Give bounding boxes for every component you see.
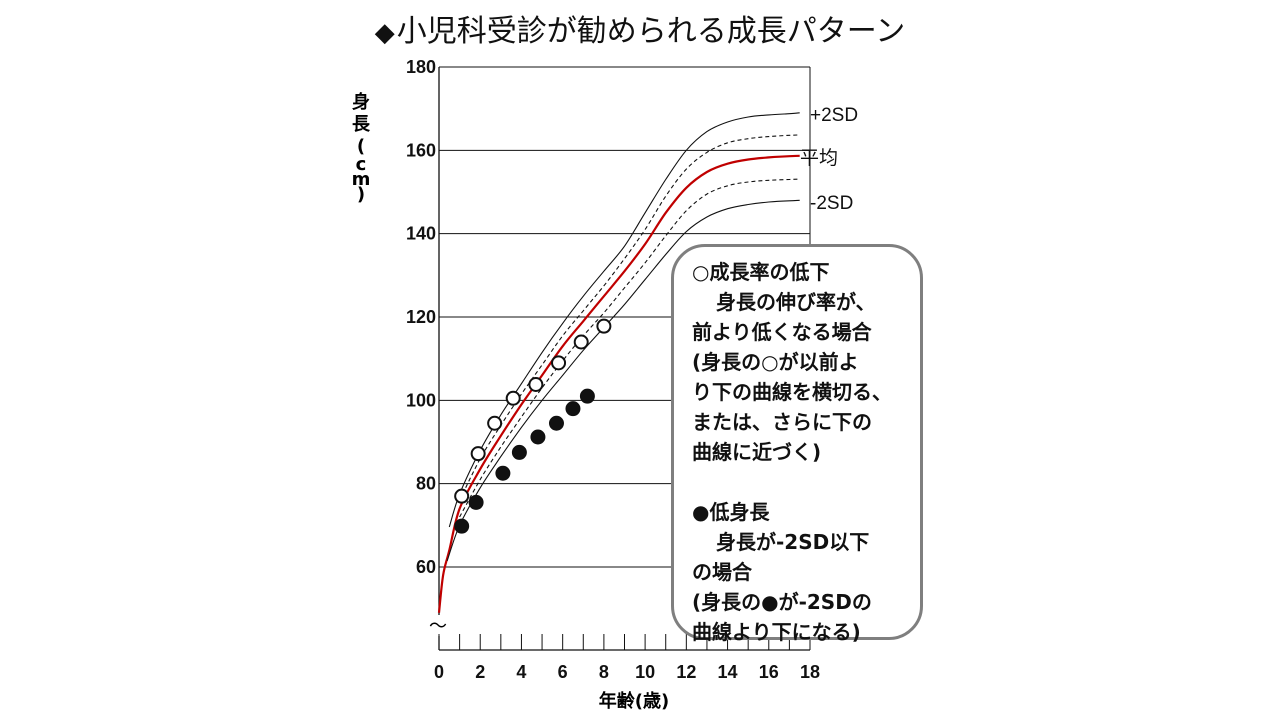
diamond-icon: ◆	[374, 18, 395, 48]
open-point	[470, 446, 486, 462]
x-tick-label: 18	[800, 662, 820, 682]
page-title-text: 小児科受診が勧められる成長パターン	[396, 14, 906, 49]
axis-break-symbol: ～	[429, 616, 447, 637]
filled-point	[495, 465, 511, 481]
y-tick-label: 60	[416, 557, 436, 577]
y-axis-label-char: (	[357, 136, 365, 157]
callout-line: り下の曲線を横切る、	[692, 380, 892, 404]
open-point	[528, 377, 544, 392]
open-point	[573, 334, 589, 350]
series-label: 平均	[800, 147, 838, 169]
callout-line: 曲線に近づく)	[692, 440, 822, 464]
filled-point	[530, 429, 546, 445]
y-tick-label: 80	[416, 474, 436, 494]
curve-plus-2sd	[448, 112, 800, 528]
callout-line: または、さらに下の	[692, 410, 872, 434]
y-axis-label: 身長(c m)	[352, 91, 371, 205]
open-point	[505, 390, 521, 406]
filled-point	[548, 415, 564, 431]
series-labels: +2SD 平均 -2SD	[800, 105, 858, 214]
y-axis-label-char: 長	[352, 114, 371, 135]
series-label: -2SD	[810, 193, 853, 214]
y-axis-label-char: m	[352, 169, 371, 190]
callout-line: 前より低くなる場合	[692, 320, 872, 344]
x-tick-label: 0	[434, 662, 444, 682]
x-tick-label: 2	[475, 662, 485, 682]
explanation-callout: ○成長率の低下 身長の伸び率が、 前より低くなる場合 (身長の○が以前よ り下の…	[671, 244, 923, 644]
callout-line: の場合	[692, 560, 752, 584]
filled-point	[565, 401, 581, 417]
y-tick-label: 140	[406, 224, 436, 244]
y-tick-label: 180	[406, 57, 436, 77]
callout-line: 曲線より下になる)	[692, 620, 861, 644]
y-tick-label: 120	[406, 307, 436, 327]
curve-minus-2sd	[446, 199, 800, 561]
open-point	[596, 318, 612, 334]
x-tick-label: 8	[599, 662, 609, 682]
callout-line: (身長の○が以前よ	[692, 350, 859, 374]
callout-line: 身長が-2SD以下	[716, 530, 870, 554]
callout-line: 身長の伸び率が、	[716, 290, 876, 314]
page-title: ◆小児科受診が勧められる成長パターン	[0, 6, 1280, 50]
filled-point	[579, 388, 595, 404]
y-axis-label-char: c	[356, 154, 367, 175]
open-point	[487, 415, 503, 431]
y-tick-label: 100	[406, 390, 436, 410]
callout-spacer	[692, 467, 920, 497]
x-tick-label: 4	[516, 662, 526, 682]
x-tick-label: 16	[759, 662, 779, 682]
tick-labels: 60 80 100 120 140 160 180 0 2 4 6 8 10 12 14 16 18	[406, 57, 820, 682]
series-label: +2SD	[810, 105, 858, 126]
open-point	[551, 355, 567, 371]
measurement-points	[454, 318, 612, 534]
open-point	[454, 488, 470, 504]
x-tick-label: 10	[635, 662, 655, 682]
filled-point	[454, 518, 470, 534]
y-axis-label-char: )	[357, 184, 365, 205]
x-tick-label: 12	[676, 662, 696, 682]
callout-line: (身長の●が-2SDの	[692, 590, 872, 614]
callout-heading-low-growth: ○成長率の低下	[692, 260, 830, 284]
y-tick-label: 160	[406, 140, 436, 160]
x-tick-label: 14	[718, 662, 738, 682]
x-axis-label: 年齢(歳)	[599, 690, 669, 712]
callout-heading-short-stature: ●低身長	[692, 500, 770, 524]
filled-point	[511, 444, 527, 460]
x-tick-label: 6	[558, 662, 568, 682]
y-axis-label-char: 身	[352, 91, 370, 113]
filled-point	[468, 494, 484, 510]
curve-minus-1sd	[459, 178, 800, 518]
